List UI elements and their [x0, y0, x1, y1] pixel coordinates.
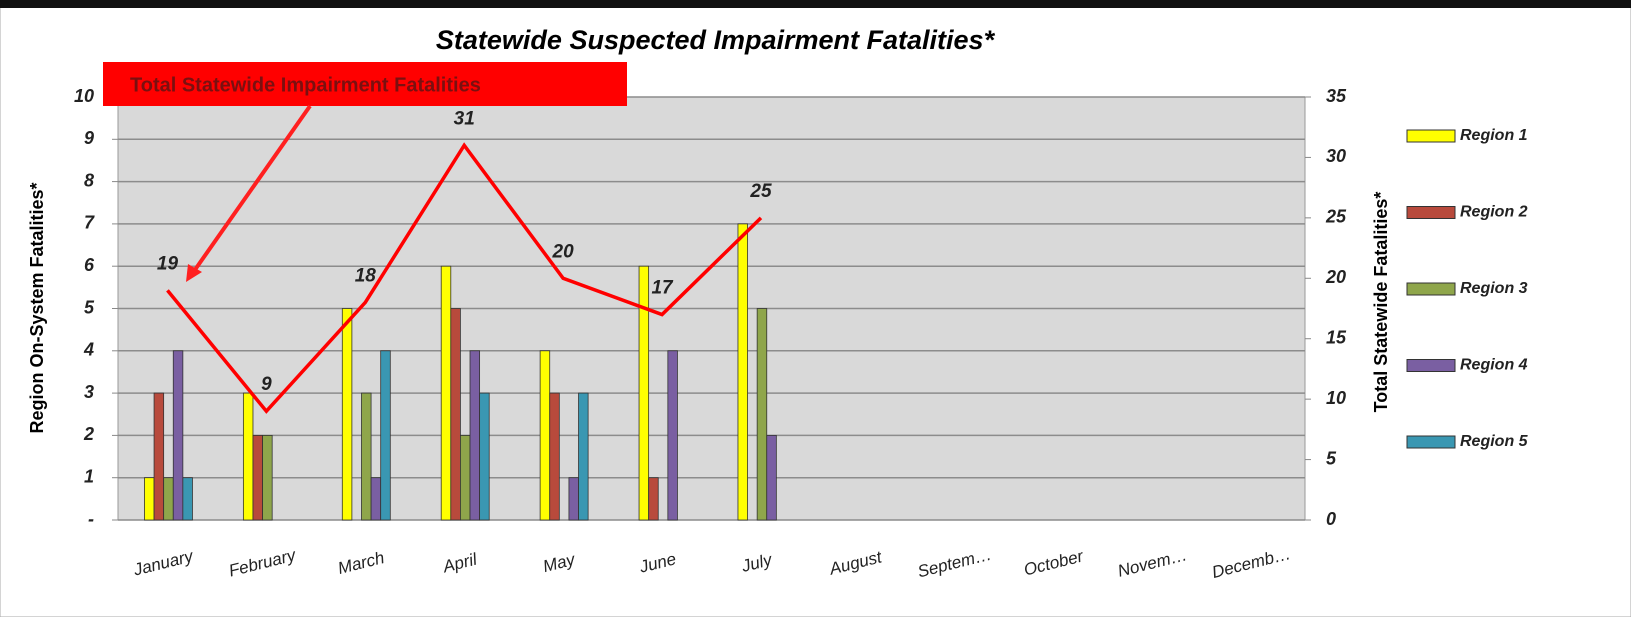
arrow-head — [186, 264, 202, 282]
value-label: 17 — [651, 278, 674, 299]
chart-title: Statewide Suspected Impairment Fatalitie… — [436, 25, 996, 55]
bar — [361, 392, 372, 521]
bar — [766, 434, 777, 521]
value-label: 31 — [454, 108, 475, 129]
annotation: Total Statewide Impairment Fatalities — [130, 74, 481, 96]
y2-tick-label: 35 — [1326, 86, 1347, 106]
bar — [479, 392, 490, 521]
bar — [144, 477, 155, 521]
y-tick-label: - — [88, 509, 94, 529]
bar — [549, 392, 560, 521]
bar — [450, 308, 461, 521]
legend-swatch — [1406, 435, 1456, 449]
bar — [539, 350, 551, 521]
bar — [460, 434, 471, 521]
y2-tick-label: 5 — [1326, 448, 1337, 468]
y2-tick-label: 25 — [1325, 207, 1347, 227]
bar — [341, 308, 353, 521]
value-label: 19 — [157, 253, 179, 274]
bar — [737, 223, 748, 521]
bar — [568, 477, 579, 521]
bar — [242, 392, 254, 521]
y-tick-label: 7 — [84, 213, 95, 233]
y-tick-label: 9 — [84, 128, 94, 148]
y-tick-label: 2 — [83, 424, 94, 444]
bar — [638, 265, 650, 521]
bar — [262, 434, 273, 521]
y-axis-title: Region On-System Fatalities* — [27, 182, 47, 433]
value-label: 20 — [552, 241, 575, 262]
y2-tick-label: 20 — [1325, 267, 1346, 287]
total-line — [166, 142, 763, 414]
bar — [370, 477, 382, 521]
y-tick-label: 5 — [84, 297, 95, 317]
bar — [440, 265, 452, 521]
y-tick-label: 4 — [83, 340, 94, 360]
bar — [578, 392, 589, 521]
legend-swatch — [1406, 359, 1456, 372]
y-tick-label: 10 — [74, 86, 94, 106]
y2-tick-label: 10 — [1326, 388, 1346, 408]
value-label: 25 — [749, 181, 772, 202]
legend-label: Region 5 — [1460, 433, 1529, 450]
annotation-box — [103, 62, 627, 106]
legend-label: Region 3 — [1460, 280, 1528, 297]
bar — [163, 477, 174, 521]
bar — [648, 477, 659, 521]
bar — [469, 350, 481, 521]
annotation-arrow — [190, 104, 312, 276]
y-tick-label: 6 — [84, 255, 95, 275]
y2-axis-title: Total Statewide Fatalities* — [1371, 192, 1391, 413]
value-label: 9 — [261, 374, 272, 395]
bar — [182, 477, 193, 521]
legend-swatch — [1406, 282, 1456, 296]
y-tick-label: 8 — [84, 170, 94, 190]
bar — [153, 392, 165, 521]
legend-label: Region 4 — [1460, 357, 1528, 374]
bar — [172, 350, 184, 521]
bar — [756, 308, 768, 521]
value-label: 18 — [355, 265, 377, 286]
y2-tick-label: 0 — [1326, 509, 1336, 529]
legend-swatch — [1406, 206, 1456, 219]
legend-swatch — [1406, 129, 1456, 143]
bar — [252, 434, 263, 521]
y-tick-label: 1 — [84, 466, 94, 486]
y2-tick-label: 15 — [1326, 327, 1347, 347]
bar — [380, 350, 391, 521]
y2-tick-label: 30 — [1326, 146, 1346, 166]
legend-label: Region 2 — [1460, 204, 1528, 221]
legend-label: Region 1 — [1460, 127, 1528, 144]
bar — [667, 350, 678, 521]
y-tick-label: 3 — [84, 382, 94, 402]
top-border — [0, 0, 1631, 8]
